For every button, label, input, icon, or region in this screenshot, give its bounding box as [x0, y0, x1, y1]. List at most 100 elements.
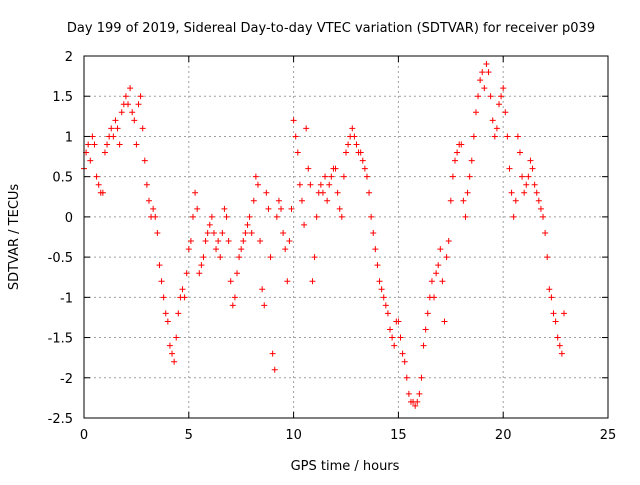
data-point-marker	[238, 246, 245, 253]
data-point-marker	[458, 141, 465, 148]
data-point-marker	[324, 197, 331, 204]
y-tick-label: -1	[60, 291, 73, 306]
data-point-marker	[145, 197, 152, 204]
data-point-marker	[127, 85, 134, 92]
data-point-marker	[269, 350, 276, 357]
data-point-marker	[428, 278, 435, 285]
data-point-marker	[493, 125, 500, 132]
data-point-marker	[336, 205, 343, 212]
data-point-marker	[183, 270, 190, 277]
data-point-marker	[340, 173, 347, 180]
data-point-marker	[204, 229, 211, 236]
data-point-marker	[462, 213, 469, 220]
data-point-marker	[351, 133, 358, 140]
data-point-marker	[368, 213, 375, 220]
data-point-marker	[389, 334, 396, 341]
data-point-marker	[298, 197, 305, 204]
data-point-marker	[431, 294, 438, 301]
data-point-marker	[328, 173, 335, 180]
data-point-marker	[439, 278, 446, 285]
data-point-marker	[496, 101, 503, 108]
data-point-marker	[101, 149, 108, 156]
data-point-marker	[278, 205, 285, 212]
data-point-marker	[112, 117, 119, 124]
data-point-marker	[166, 342, 173, 349]
x-axis-label: GPS time / hours	[291, 459, 400, 474]
data-point-marker	[395, 318, 402, 325]
data-point-marker	[357, 149, 364, 156]
data-point-marker	[252, 173, 259, 180]
data-point-marker	[544, 254, 551, 261]
data-point-marker	[91, 141, 98, 148]
x-tick-label: 5	[185, 428, 193, 443]
data-point-marker	[445, 238, 452, 245]
data-point-marker	[137, 93, 144, 100]
data-point-marker	[366, 189, 373, 196]
data-point-marker	[363, 173, 370, 180]
x-tick-label: 25	[600, 428, 617, 443]
data-point-marker	[319, 189, 326, 196]
x-tick-label: 10	[285, 428, 302, 443]
data-point-marker	[523, 181, 530, 188]
data-point-marker	[265, 205, 272, 212]
data-point-marker	[345, 141, 352, 148]
data-point-marker	[292, 133, 299, 140]
y-tick-label: 1.5	[52, 90, 73, 105]
data-point-marker	[334, 189, 341, 196]
data-point-marker	[475, 93, 482, 100]
data-point-marker	[282, 246, 289, 253]
data-point-marker	[108, 125, 115, 132]
data-point-marker	[376, 278, 383, 285]
data-point-marker	[271, 366, 278, 373]
data-point-marker	[181, 294, 188, 301]
data-point-marker	[558, 350, 565, 357]
data-point-marker	[215, 238, 222, 245]
data-point-marker	[418, 374, 425, 381]
data-point-marker	[152, 213, 159, 220]
x-tick-label: 20	[495, 428, 512, 443]
data-point-marker	[267, 254, 274, 261]
data-point-marker	[150, 205, 157, 212]
data-point-marker	[322, 173, 329, 180]
data-point-marker	[468, 157, 475, 164]
data-point-marker	[87, 157, 94, 164]
data-point-marker	[535, 197, 542, 204]
data-point-marker	[133, 141, 140, 148]
data-point-marker	[487, 93, 494, 100]
data-point-marker	[110, 133, 117, 140]
data-point-marker	[164, 318, 171, 325]
data-point-marker	[242, 229, 249, 236]
data-point-marker	[548, 294, 555, 301]
data-point-marker	[556, 342, 563, 349]
data-point-marker	[391, 342, 398, 349]
data-point-marker	[382, 302, 389, 309]
data-point-marker	[104, 141, 111, 148]
data-point-marker	[143, 181, 150, 188]
data-point-marker	[198, 262, 205, 269]
data-point-marker	[470, 133, 477, 140]
data-point-marker	[118, 109, 125, 116]
data-point-marker	[424, 310, 431, 317]
data-point-marker	[192, 189, 199, 196]
data-point-marker	[498, 93, 505, 100]
axis-ticks: 0 5 10 15 20 25 -2.5 -2 -1.5 -1 -0.5 0 0.5 1 1.5 2	[48, 50, 617, 443]
data-point-marker	[250, 197, 257, 204]
data-point-marker	[326, 181, 333, 188]
data-point-marker	[139, 125, 146, 132]
data-point-marker	[93, 173, 100, 180]
data-point-marker	[141, 157, 148, 164]
data-point-marker	[158, 278, 165, 285]
data-point-marker	[99, 189, 106, 196]
data-point-marker	[217, 254, 224, 261]
data-point-marker	[307, 181, 314, 188]
data-point-marker	[454, 149, 461, 156]
data-point-marker	[234, 270, 241, 277]
data-point-marker	[122, 93, 129, 100]
data-point-marker	[294, 149, 301, 156]
data-point-marker	[194, 205, 201, 212]
data-point-marker	[504, 133, 511, 140]
data-point-marker	[472, 109, 479, 116]
data-point-marker	[280, 229, 287, 236]
data-point-marker	[206, 221, 213, 228]
